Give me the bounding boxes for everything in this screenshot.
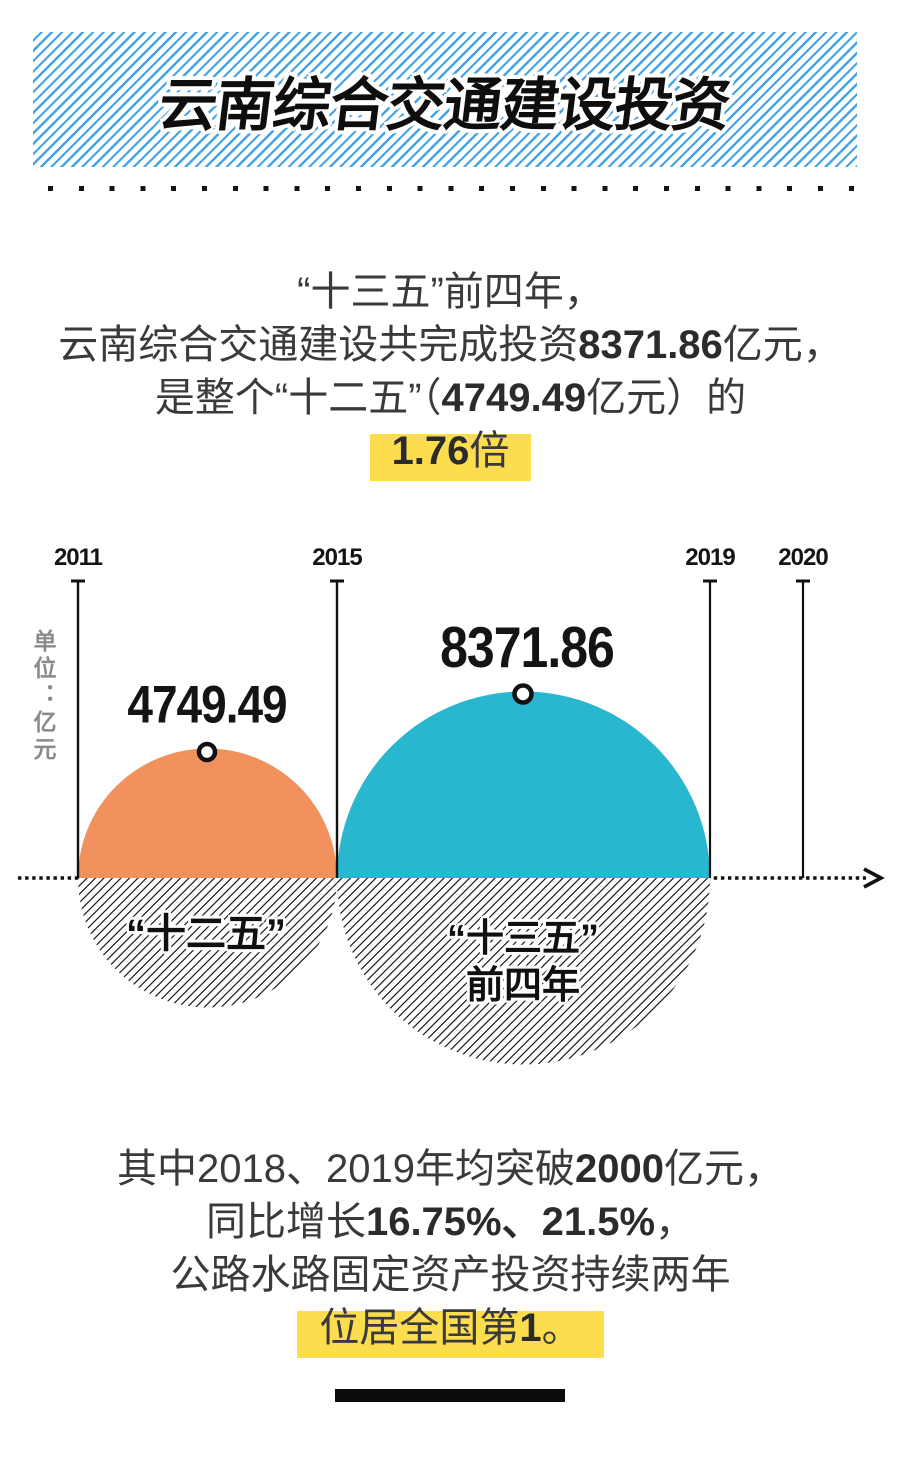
outro-text: ，	[655, 1200, 696, 1244]
rank-value: 1	[519, 1306, 542, 1350]
threshold-value: 2000	[574, 1147, 664, 1191]
timeline-arrowhead-icon	[863, 867, 885, 889]
outro-line-3: 公路水路固定资产投资持续两年	[0, 1249, 901, 1302]
dotted-separator	[48, 186, 862, 191]
intro-text: 亿元）的	[586, 376, 747, 420]
intro-line-3: 是整个“十二五”（4749.49亿元）的	[0, 372, 901, 425]
ratio-value: 1.76	[391, 429, 470, 473]
year-dropline-2019	[703, 579, 717, 878]
intro-text: 云南综合交通建设共完成投资	[58, 323, 579, 367]
value-label-plan12: 4749.49	[127, 674, 287, 734]
apex-marker-plan12	[196, 741, 218, 763]
outro-text: 同比增长	[205, 1200, 366, 1244]
category-label-plan13-line2: 前四年	[465, 965, 580, 1007]
year-dropline-2015	[330, 579, 344, 878]
ratio-suffix: 倍	[469, 429, 510, 473]
year-dropline-2020	[796, 579, 810, 878]
year-label-2015: 2015	[312, 544, 362, 571]
outro-text: 其中2018、2019年均突破	[117, 1147, 575, 1191]
year-label-2019: 2019	[685, 544, 735, 571]
year-dropline-2011	[71, 579, 85, 878]
intro-line-2: 云南综合交通建设共完成投资8371.86亿元，	[0, 319, 901, 372]
outro-line-1: 其中2018、2019年均突破2000亿元，	[0, 1143, 901, 1196]
year-label-2020: 2020	[778, 544, 828, 571]
total-investment-value: 8371.86	[578, 323, 723, 367]
rank-text: 位居全国第	[319, 1306, 520, 1350]
category-label-plan13-line1: “十三五”	[446, 918, 599, 960]
intro-text: 是整个“十二五”（	[154, 376, 442, 420]
semicircle-plan13	[337, 691, 710, 878]
title-banner: 云南综合交通建设投资	[33, 32, 857, 167]
axis-unit-label: 单位：亿元	[30, 629, 56, 764]
intro-line-1: “十三五”前四年，	[0, 266, 901, 319]
value-label-plan13: 8371.86	[440, 615, 615, 680]
category-label-plan13: “十三五” 前四年	[343, 916, 703, 1010]
footer-bar	[335, 1389, 565, 1402]
outro-line-2: 同比增长16.75%、21.5%，	[0, 1196, 901, 1249]
intro-text: “十三五”前四年，	[297, 270, 604, 314]
intro-text: 亿元，	[722, 323, 843, 367]
apex-marker-plan13	[512, 683, 534, 705]
page-title: 云南综合交通建设投资	[155, 72, 734, 138]
outro-line-4: 位居全国第1。	[0, 1302, 901, 1358]
outro-paragraph: 其中2018、2019年均突破2000亿元， 同比增长16.75%、21.5%，…	[0, 1143, 901, 1358]
investment-semicircle-chart	[18, 579, 885, 1065]
hatched-half-plan12	[78, 878, 337, 1008]
rank-highlight: 位居全国第1。	[297, 1302, 604, 1358]
hatched-half-plan13	[337, 878, 710, 1065]
rank-text: 。	[541, 1306, 582, 1350]
category-label-plan12: “十二五”	[126, 912, 286, 956]
previous-plan-value: 4749.49	[441, 376, 587, 420]
semicircle-plan12	[78, 748, 337, 878]
outro-text: 亿元，	[663, 1147, 784, 1191]
outro-text: 公路水路固定资产投资持续两年	[170, 1253, 731, 1297]
intro-paragraph: “十三五”前四年， 云南综合交通建设共完成投资8371.86亿元， 是整个“十二…	[0, 266, 901, 481]
growth-values: 16.75%、21.5%	[365, 1200, 656, 1244]
year-label-2011: 2011	[53, 544, 103, 571]
ratio-highlight: 1.76倍	[369, 425, 532, 481]
intro-line-4: 1.76倍	[0, 425, 901, 481]
